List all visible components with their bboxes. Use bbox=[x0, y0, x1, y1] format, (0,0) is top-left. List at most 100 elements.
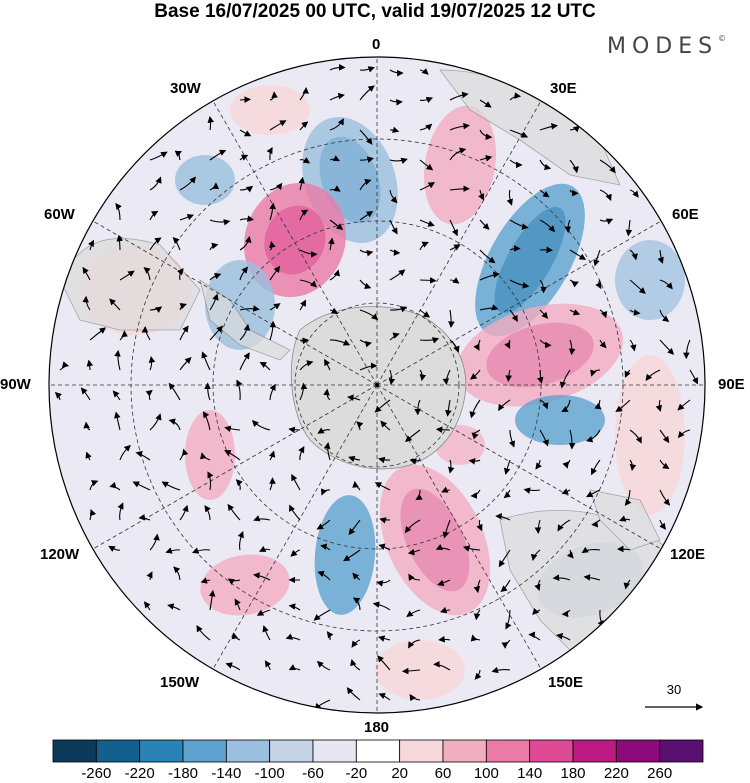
wind-arrow bbox=[143, 601, 151, 611]
wind-arrow bbox=[259, 545, 271, 552]
wind-arrow bbox=[509, 279, 530, 289]
wind-arrow bbox=[449, 339, 460, 353]
wind-arrow bbox=[389, 219, 398, 235]
colorbar-tick-label: -220 bbox=[124, 765, 155, 782]
wind-arrow bbox=[236, 379, 243, 401]
wind-arrow bbox=[329, 155, 340, 162]
lon-label-150e: 150E bbox=[548, 674, 584, 691]
wind-arrow bbox=[419, 123, 433, 131]
latitude-circle bbox=[294, 302, 460, 468]
colorbar-swatch bbox=[312, 739, 357, 763]
wind-arrow bbox=[253, 572, 271, 581]
anomaly-blob bbox=[615, 355, 685, 515]
wind-arrow bbox=[556, 633, 571, 641]
wind-arrow bbox=[200, 577, 211, 584]
wind-arrow bbox=[359, 66, 375, 73]
wind-arrow bbox=[324, 358, 331, 371]
wind-arrow bbox=[629, 429, 642, 444]
wind-arrow bbox=[359, 85, 375, 101]
meridians bbox=[49, 57, 705, 713]
wind-arrow bbox=[509, 129, 529, 138]
lon-label-180: 180 bbox=[364, 719, 390, 736]
wind-arrow bbox=[449, 219, 458, 237]
wind-arrow bbox=[449, 147, 467, 161]
wind-arrow bbox=[209, 242, 219, 251]
wind-arrow bbox=[317, 570, 331, 581]
wind-arrow bbox=[374, 399, 391, 413]
anomaly-blob bbox=[615, 240, 685, 320]
wind-arrow bbox=[448, 309, 455, 328]
wind-arrow bbox=[141, 326, 151, 341]
wind-arrow bbox=[372, 601, 391, 611]
wind-arrow bbox=[539, 429, 549, 447]
wind-arrow bbox=[569, 309, 581, 316]
wind-arrow bbox=[536, 369, 544, 384]
wind-arrow bbox=[504, 339, 511, 349]
meridian-line bbox=[376, 384, 542, 670]
wind-arrow bbox=[149, 533, 160, 551]
wind-arrow bbox=[269, 241, 276, 251]
wind-arrow bbox=[473, 339, 481, 351]
wind-arrow bbox=[348, 519, 361, 536]
wind-arrow bbox=[629, 249, 638, 261]
wind-arrow bbox=[389, 157, 408, 165]
wind-arrow bbox=[479, 271, 500, 281]
wind-arrow bbox=[539, 279, 547, 294]
map-outline bbox=[48, 56, 706, 714]
wind-arrow bbox=[474, 669, 482, 680]
anomaly-blob bbox=[243, 182, 347, 298]
anomaly-blob bbox=[200, 554, 290, 616]
wind-arrow bbox=[224, 425, 241, 433]
wind-arrow bbox=[108, 545, 121, 553]
wind-arrow bbox=[359, 156, 374, 163]
colorbar-swatch bbox=[659, 739, 704, 763]
wind-arrow bbox=[401, 667, 421, 675]
wind-arrow bbox=[624, 369, 631, 378]
wind-arrow bbox=[380, 420, 391, 431]
lon-label-120e: 120E bbox=[670, 546, 706, 563]
meridian-line bbox=[92, 384, 378, 550]
wind-arrow bbox=[264, 660, 272, 671]
wind-arrow bbox=[471, 429, 481, 440]
wind-arrow bbox=[442, 519, 451, 539]
wind-arrow bbox=[299, 279, 318, 288]
wind-arrow bbox=[623, 579, 631, 590]
wind-arrow bbox=[323, 442, 331, 461]
wind-arrow bbox=[239, 323, 251, 341]
wind-arrow bbox=[329, 185, 341, 192]
colorbar bbox=[52, 739, 704, 763]
wind-arrow bbox=[80, 387, 91, 401]
lon-label-60w: 60W bbox=[44, 206, 75, 223]
wind-arrow bbox=[259, 361, 271, 371]
wind-arrow bbox=[299, 360, 314, 371]
meridian-line bbox=[376, 100, 542, 386]
colorbar-swatch bbox=[485, 739, 531, 763]
wind-arrow bbox=[629, 339, 637, 352]
wind-arrow bbox=[437, 579, 451, 587]
wind-arrow bbox=[389, 306, 408, 313]
wind-arrow bbox=[561, 399, 571, 413]
lon-label-150w: 150W bbox=[160, 674, 200, 691]
wind-arrow bbox=[581, 546, 601, 554]
wind-arrow bbox=[326, 631, 334, 641]
wind-arrow bbox=[165, 547, 181, 554]
wind-arrow bbox=[207, 471, 214, 491]
wind-arrow bbox=[539, 219, 556, 233]
wind-arrow bbox=[359, 279, 372, 290]
wind-arrow bbox=[505, 609, 512, 630]
wind-arrow bbox=[54, 391, 62, 401]
wind-arrow bbox=[659, 279, 673, 290]
wind-arrow bbox=[329, 64, 346, 71]
wind-arrow bbox=[132, 481, 151, 491]
wind-arrow bbox=[269, 303, 281, 311]
wind-arrow bbox=[440, 606, 451, 614]
colorbar-tick-label: 20 bbox=[391, 765, 408, 782]
colorbar-swatch bbox=[182, 739, 227, 763]
wind-arrow bbox=[534, 519, 542, 534]
wind-arrow bbox=[509, 309, 518, 323]
wind-arrow bbox=[204, 382, 211, 401]
wind-arrow bbox=[539, 159, 552, 171]
wind-arrow bbox=[566, 549, 574, 559]
wind-arrow bbox=[350, 658, 361, 671]
wind-arrow bbox=[148, 356, 156, 371]
